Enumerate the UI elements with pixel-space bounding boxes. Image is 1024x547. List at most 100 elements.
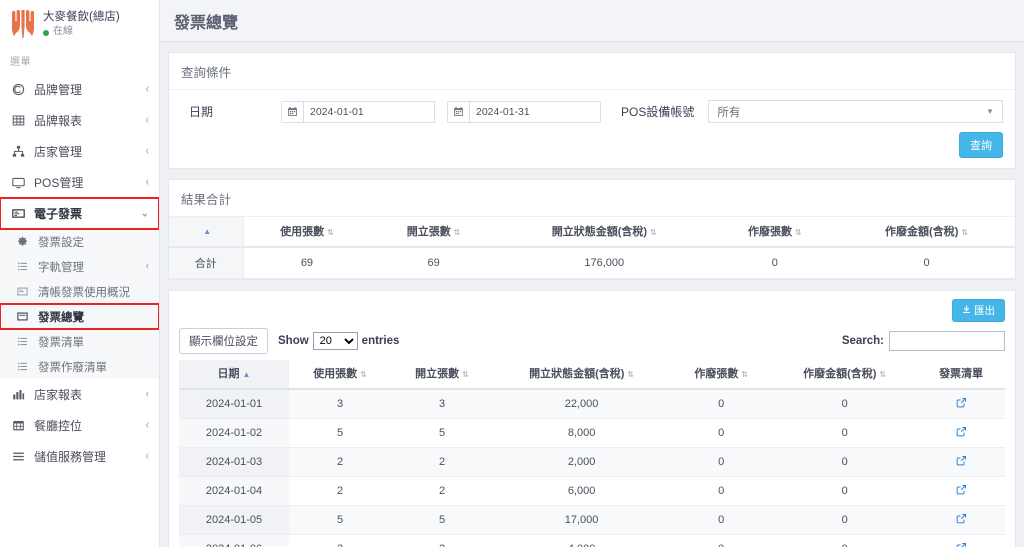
- cell-amount: 2,000: [493, 447, 671, 477]
- pos-device-select[interactable]: 所有 ▼: [708, 100, 1003, 123]
- table-row: 2024-01-03 2 2 2,000 0 0: [179, 447, 1005, 477]
- summary-header-row: ▲ 使用張數 ⇅ 開立張數 ⇅ 開立狀態金額(含稅) ⇅ 作廢張數 ⇅ 作廢金額(含稅)…: [169, 217, 1015, 248]
- cell-date: 2024-01-03: [179, 447, 289, 477]
- cell-date: 2024-01-06: [179, 534, 289, 547]
- cell-used: 2: [289, 476, 392, 506]
- list-icon: [14, 360, 30, 374]
- sidebar-item-brand-report[interactable]: 品牌報表 ‹: [0, 105, 159, 136]
- show-label: Show: [278, 335, 309, 347]
- external-link-icon[interactable]: [956, 398, 967, 411]
- summary-col-blank[interactable]: ▲: [169, 217, 244, 248]
- cell-used: 2: [289, 534, 392, 547]
- cell-void-amount: 0: [772, 447, 918, 477]
- sort-icon: ⇅: [627, 370, 635, 379]
- cell-date: 2024-01-01: [179, 389, 289, 419]
- sort-asc-icon: ▲: [242, 370, 251, 379]
- col-invoice-list: 發票清單: [917, 360, 1005, 390]
- external-link-icon[interactable]: [956, 485, 967, 498]
- sidebar-item-store-management[interactable]: 店家管理 ‹: [0, 136, 159, 167]
- brand-block[interactable]: 大麥餐飲(總店) 在線: [0, 0, 159, 45]
- summary-col-amount[interactable]: 開立狀態金額(含稅) ⇅: [496, 217, 712, 248]
- column-label: 開立狀態金額(含稅): [529, 368, 625, 380]
- summary-col-used[interactable]: 使用張數 ⇅: [243, 217, 371, 248]
- cell-used: 5: [289, 418, 392, 448]
- cell-used: 5: [289, 505, 392, 535]
- summary-row-label: 合計: [169, 247, 244, 279]
- column-settings-button[interactable]: 顯示欄位設定: [179, 328, 268, 354]
- export-button[interactable]: 匯出: [952, 299, 1005, 322]
- online-dot-icon: [43, 29, 49, 36]
- invoice-data-card: 匯出 顯示欄位設定 Show 10 20 50 100 entries Sear…: [168, 290, 1016, 547]
- sidebar-item-einvoice[interactable]: 電子發票 ⌄: [0, 197, 159, 230]
- sort-icon: ⇅: [453, 228, 461, 237]
- sidebar-item-brand-management[interactable]: 品牌管理 ‹: [0, 74, 159, 105]
- cell-void-amount: 0: [772, 418, 918, 448]
- cell-void-count: 0: [670, 476, 773, 506]
- col-amount[interactable]: 開立狀態金額(含稅) ⇅: [493, 360, 671, 390]
- external-link-icon[interactable]: [956, 456, 967, 469]
- column-label: 作廢金額(含稅): [885, 226, 959, 238]
- cell-void-amount: 0: [772, 534, 918, 547]
- query-card-title: 查詢條件: [169, 53, 1015, 90]
- cell-invoice-link[interactable]: [917, 447, 1005, 477]
- cell-invoice-link[interactable]: [917, 389, 1005, 419]
- cell-invoice-link[interactable]: [917, 418, 1005, 448]
- date-from-group[interactable]: [281, 100, 435, 123]
- page-title: 發票總覽: [174, 14, 239, 32]
- page-length-select[interactable]: 10 20 50 100: [312, 332, 358, 350]
- column-label: 開立張數: [406, 226, 451, 238]
- cell-amount: 8,000: [493, 418, 671, 448]
- search-label: Search:: [841, 335, 884, 347]
- bar-chart-icon: [10, 388, 26, 402]
- col-issued[interactable]: 開立張數 ⇅: [391, 360, 494, 390]
- date-to-input[interactable]: [469, 100, 601, 123]
- sidebar-subitem-invoice-overview[interactable]: 發票總覽: [0, 303, 159, 330]
- table-search-group: Search:: [842, 331, 1005, 351]
- sidebar-item-label: 餐廳控位: [34, 419, 83, 433]
- external-link-icon[interactable]: [956, 427, 967, 440]
- date-to-group[interactable]: [447, 100, 601, 123]
- summary-col-void-count[interactable]: 作廢張數 ⇅: [711, 217, 839, 248]
- column-label: 日期: [217, 368, 240, 380]
- pos-device-selected-value: 所有: [717, 106, 741, 119]
- overview-icon: [14, 310, 30, 324]
- column-label: 開立狀態金額(含稅): [551, 226, 648, 238]
- cell-date: 2024-01-05: [179, 505, 289, 535]
- chevron-left-icon: ‹: [145, 418, 149, 433]
- search-input[interactable]: [889, 331, 1005, 351]
- cell-invoice-link[interactable]: [917, 476, 1005, 506]
- column-label: 使用張數: [280, 226, 325, 238]
- col-used[interactable]: 使用張數 ⇅: [289, 360, 392, 390]
- sidebar-item-stored-value-service[interactable]: 儲值服務管理 ‹: [0, 441, 159, 472]
- search-button[interactable]: 查詢: [959, 132, 1003, 158]
- sidebar-subitem-invoice-settings[interactable]: 發票設定: [0, 229, 159, 254]
- external-link-icon[interactable]: [956, 543, 967, 547]
- sidebar-submenu-einvoice: 發票設定 字軌管理 ‹ 清帳發票使用概況 發票總覽: [0, 229, 159, 379]
- sidebar-item-restaurant-seating[interactable]: 餐廳控位 ‹: [0, 410, 159, 441]
- sort-icon: ⇅: [360, 370, 367, 379]
- cell-invoice-link[interactable]: [917, 505, 1005, 535]
- table-row: 2024-01-06 2 2 4,000 0 0: [179, 534, 1005, 547]
- sidebar-subitem-invoice-list[interactable]: 發票清單: [0, 329, 159, 354]
- cell-amount: 17,000: [493, 505, 671, 535]
- cell-invoice-link[interactable]: [917, 534, 1005, 547]
- calendar-icon[interactable]: [447, 100, 469, 123]
- sidebar-item-pos-management[interactable]: POS管理 ‹: [0, 167, 159, 198]
- sidebar-subitem-track-management[interactable]: 字軌管理 ‹: [0, 254, 159, 279]
- col-void-count[interactable]: 作廢張數 ⇅: [670, 360, 773, 390]
- fork-hand-logo-icon: [10, 9, 36, 39]
- sidebar-item-store-report[interactable]: 店家報表 ‹: [0, 379, 159, 410]
- summary-col-void-amount[interactable]: 作廢金額(含稅) ⇅: [838, 217, 1015, 248]
- col-void-amount[interactable]: 作廢金額(含稅) ⇅: [772, 360, 918, 390]
- external-link-icon[interactable]: [956, 514, 967, 527]
- online-status: 在線: [43, 26, 120, 39]
- sidebar-subitem-clearing-invoice-usage[interactable]: 清帳發票使用概況: [0, 279, 159, 304]
- col-date[interactable]: 日期 ▲: [179, 360, 289, 390]
- date-from-input[interactable]: [303, 100, 435, 123]
- download-icon: [962, 305, 971, 317]
- pos-device-label: POS設備帳號: [621, 105, 695, 119]
- cell-void-amount: 0: [772, 476, 918, 506]
- summary-col-issued[interactable]: 開立張數 ⇅: [370, 217, 497, 248]
- sidebar-subitem-void-invoice-list[interactable]: 發票作廢清單: [0, 354, 159, 379]
- calendar-icon[interactable]: [281, 100, 303, 123]
